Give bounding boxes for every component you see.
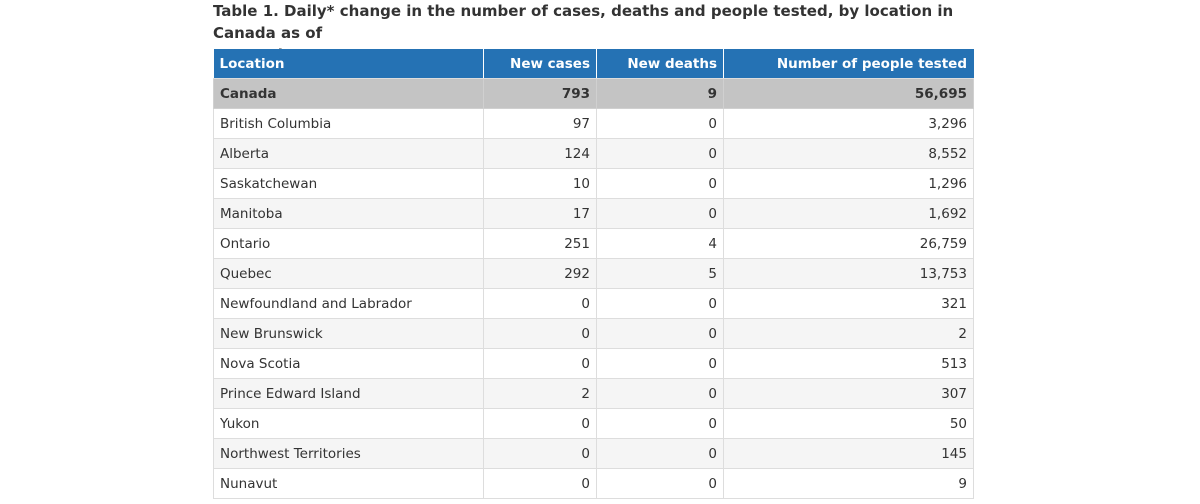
- table-row: Nova Scotia 0 0 513: [213, 348, 974, 379]
- table-row: Newfoundland and Labrador 0 0 321: [213, 288, 974, 319]
- cell-new-cases: 793: [483, 78, 597, 109]
- cell-new-deaths: 0: [596, 288, 724, 319]
- table-row: Quebec 292 5 13,753: [213, 258, 974, 289]
- table-row: Nunavut 0 0 9: [213, 468, 974, 499]
- table-row: Alberta 124 0 8,552: [213, 138, 974, 169]
- cell-new-deaths: 0: [596, 468, 724, 499]
- cell-people-tested: 50: [723, 408, 974, 439]
- cell-new-cases: 0: [483, 288, 597, 319]
- cell-location: Northwest Territories: [213, 438, 484, 469]
- table-row-total: Canada 793 9 56,695: [213, 78, 974, 109]
- table-row: Northwest Territories 0 0 145: [213, 438, 974, 469]
- cell-new-deaths: 0: [596, 168, 724, 199]
- cell-new-cases: 124: [483, 138, 597, 169]
- table-header-row: Location New cases New deaths Number of …: [213, 49, 974, 79]
- cases-table: Location New cases New deaths Number of …: [213, 49, 974, 499]
- cell-people-tested: 26,759: [723, 228, 974, 259]
- table-row: Saskatchewan 10 0 1,296: [213, 168, 974, 199]
- cell-new-cases: 292: [483, 258, 597, 289]
- header-people-tested: Number of people tested: [723, 49, 974, 79]
- table-row: British Columbia 97 0 3,296: [213, 108, 974, 139]
- cell-people-tested: 13,753: [723, 258, 974, 289]
- cell-new-cases: 0: [483, 348, 597, 379]
- cell-new-cases: 0: [483, 408, 597, 439]
- cell-people-tested: 2: [723, 318, 974, 349]
- header-new-cases: New cases: [483, 49, 597, 79]
- cell-new-deaths: 0: [596, 378, 724, 409]
- cell-location: Newfoundland and Labrador: [213, 288, 484, 319]
- header-new-deaths: New deaths: [596, 49, 724, 79]
- cell-location: Canada: [213, 78, 484, 109]
- cell-people-tested: 1,296: [723, 168, 974, 199]
- cell-people-tested: 8,552: [723, 138, 974, 169]
- cell-location: Quebec: [213, 258, 484, 289]
- cell-new-cases: 0: [483, 438, 597, 469]
- cell-people-tested: 145: [723, 438, 974, 469]
- header-location: Location: [213, 49, 484, 79]
- cell-new-cases: 2: [483, 378, 597, 409]
- cell-new-cases: 10: [483, 168, 597, 199]
- cell-people-tested: 307: [723, 378, 974, 409]
- cell-new-cases: 251: [483, 228, 597, 259]
- cell-new-deaths: 5: [596, 258, 724, 289]
- cell-people-tested: 3,296: [723, 108, 974, 139]
- cell-new-deaths: 0: [596, 318, 724, 349]
- cell-location: New Brunswick: [213, 318, 484, 349]
- cell-people-tested: 321: [723, 288, 974, 319]
- cell-new-cases: 17: [483, 198, 597, 229]
- cell-new-cases: 97: [483, 108, 597, 139]
- cell-people-tested: 1,692: [723, 198, 974, 229]
- cell-new-cases: 0: [483, 318, 597, 349]
- cell-location: Saskatchewan: [213, 168, 484, 199]
- table-row: Yukon 0 0 50: [213, 408, 974, 439]
- cell-new-deaths: 0: [596, 408, 724, 439]
- cell-new-deaths: 0: [596, 438, 724, 469]
- table-row: Prince Edward Island 2 0 307: [213, 378, 974, 409]
- cell-location: Yukon: [213, 408, 484, 439]
- cell-location: British Columbia: [213, 108, 484, 139]
- cell-location: Nova Scotia: [213, 348, 484, 379]
- table-row: Manitoba 17 0 1,692: [213, 198, 974, 229]
- cell-location: Prince Edward Island: [213, 378, 484, 409]
- table-row: New Brunswick 0 0 2: [213, 318, 974, 349]
- cell-people-tested: 56,695: [723, 78, 974, 109]
- cell-new-deaths: 0: [596, 348, 724, 379]
- cell-location: Alberta: [213, 138, 484, 169]
- cell-new-deaths: 0: [596, 198, 724, 229]
- cell-location: Nunavut: [213, 468, 484, 499]
- table-caption-line-1: Table 1. Daily* change in the number of …: [213, 2, 954, 42]
- cell-location: Manitoba: [213, 198, 484, 229]
- cell-location: Ontario: [213, 228, 484, 259]
- cell-new-deaths: 0: [596, 138, 724, 169]
- cell-new-deaths: 0: [596, 108, 724, 139]
- cell-new-cases: 0: [483, 468, 597, 499]
- table-row: Ontario 251 4 26,759: [213, 228, 974, 259]
- cell-new-deaths: 4: [596, 228, 724, 259]
- cell-people-tested: 513: [723, 348, 974, 379]
- cell-new-deaths: 9: [596, 78, 724, 109]
- cell-people-tested: 9: [723, 468, 974, 499]
